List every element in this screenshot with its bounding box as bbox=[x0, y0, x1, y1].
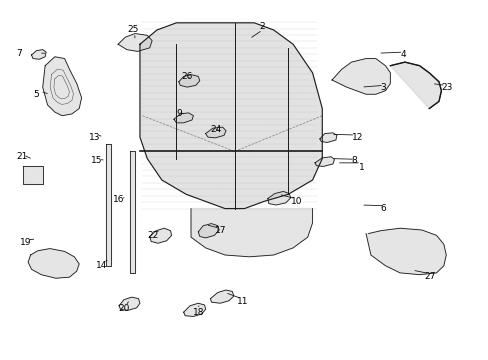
Text: 8: 8 bbox=[351, 156, 357, 165]
Polygon shape bbox=[42, 57, 81, 116]
Text: 25: 25 bbox=[127, 26, 139, 35]
Polygon shape bbox=[31, 50, 46, 59]
Text: 1: 1 bbox=[358, 163, 364, 172]
Text: 27: 27 bbox=[424, 272, 435, 281]
Text: 24: 24 bbox=[210, 126, 221, 135]
Text: 18: 18 bbox=[193, 308, 204, 317]
Polygon shape bbox=[191, 208, 312, 257]
Polygon shape bbox=[28, 249, 79, 278]
Polygon shape bbox=[23, 166, 42, 184]
Text: 3: 3 bbox=[380, 83, 386, 92]
Polygon shape bbox=[389, 62, 441, 109]
Polygon shape bbox=[140, 23, 322, 208]
Text: 9: 9 bbox=[176, 109, 182, 118]
Polygon shape bbox=[319, 133, 336, 143]
Text: 17: 17 bbox=[215, 225, 226, 234]
Text: 4: 4 bbox=[399, 50, 405, 59]
Text: 19: 19 bbox=[20, 238, 31, 247]
Text: 23: 23 bbox=[441, 83, 452, 92]
Polygon shape bbox=[179, 75, 200, 87]
Polygon shape bbox=[210, 290, 233, 303]
Polygon shape bbox=[130, 152, 135, 273]
Polygon shape bbox=[106, 144, 111, 266]
Text: 10: 10 bbox=[290, 197, 302, 206]
Text: 20: 20 bbox=[118, 304, 129, 313]
Text: 5: 5 bbox=[33, 90, 39, 99]
Polygon shape bbox=[183, 303, 205, 316]
Polygon shape bbox=[118, 33, 152, 51]
Text: 12: 12 bbox=[351, 132, 362, 141]
Text: 14: 14 bbox=[96, 261, 107, 270]
Polygon shape bbox=[149, 228, 171, 243]
Text: 11: 11 bbox=[237, 297, 248, 306]
Text: 13: 13 bbox=[89, 132, 100, 141]
Polygon shape bbox=[331, 59, 389, 94]
Text: 15: 15 bbox=[91, 156, 102, 165]
Polygon shape bbox=[205, 127, 225, 138]
Text: 2: 2 bbox=[259, 22, 264, 31]
Polygon shape bbox=[267, 192, 290, 205]
Polygon shape bbox=[314, 157, 334, 166]
Text: 21: 21 bbox=[16, 152, 27, 161]
Text: 7: 7 bbox=[16, 49, 21, 58]
Text: 22: 22 bbox=[147, 231, 158, 240]
Polygon shape bbox=[198, 224, 219, 238]
Text: 16: 16 bbox=[113, 195, 124, 204]
Polygon shape bbox=[119, 297, 140, 310]
Polygon shape bbox=[366, 228, 446, 275]
Polygon shape bbox=[174, 113, 193, 123]
Text: 26: 26 bbox=[181, 72, 192, 81]
Text: 6: 6 bbox=[380, 204, 386, 213]
